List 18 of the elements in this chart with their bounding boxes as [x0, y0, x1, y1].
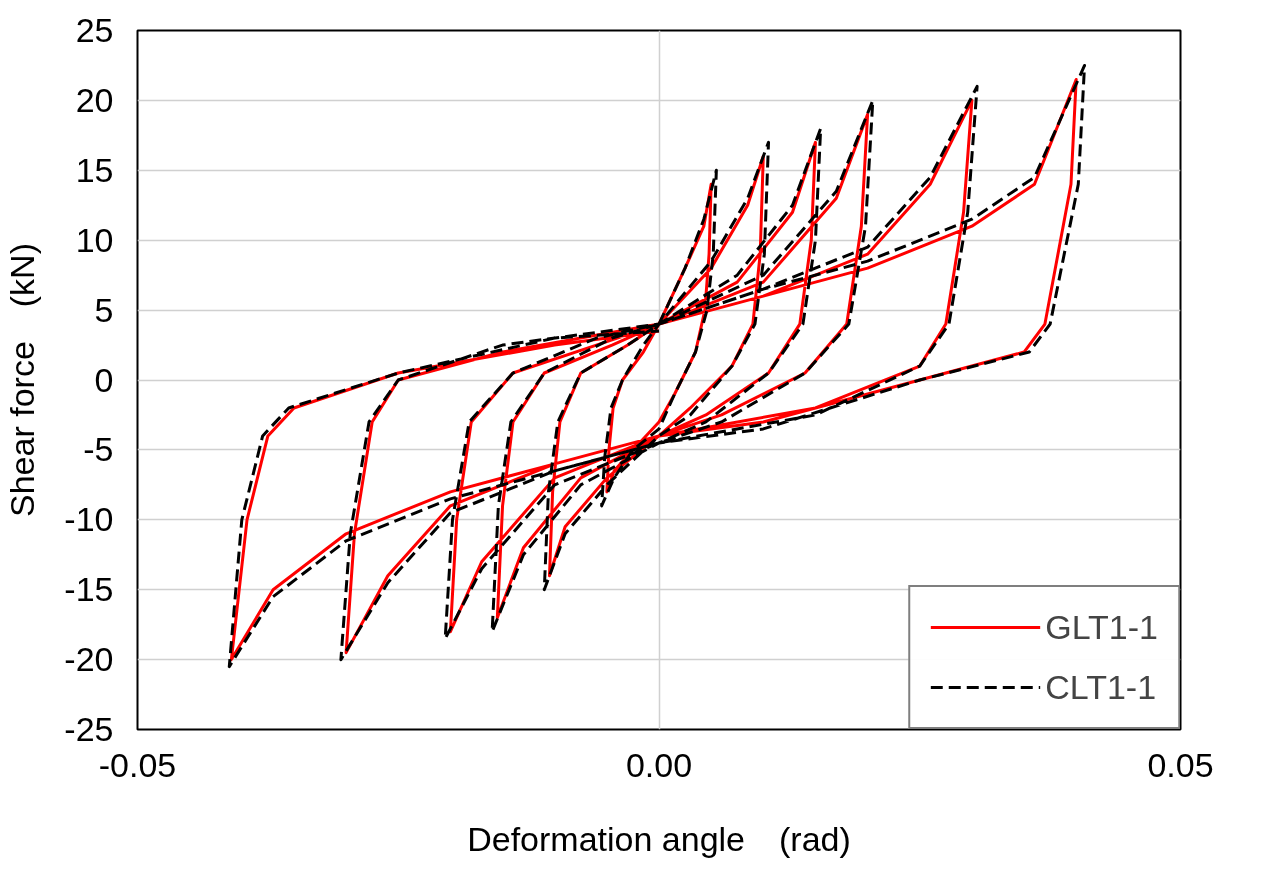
legend-label: GLT1-1: [1045, 607, 1158, 647]
y-axis-title: Shear force (kN): [3, 243, 42, 517]
y-tick-label: -5: [83, 430, 114, 469]
y-tick-label: 0: [94, 360, 114, 399]
legend-label: CLT1-1: [1045, 667, 1157, 707]
x-axis-title: Deformation angle (rad): [467, 819, 851, 858]
y-tick-label: -20: [64, 640, 114, 679]
y-tick-label: 5: [94, 290, 114, 329]
x-tick-label: 0.00: [625, 745, 693, 784]
y-tick-label: -25: [64, 710, 114, 748]
y-tick-label: 20: [75, 80, 114, 119]
y-tick-label: -10: [64, 500, 114, 539]
x-tick-label: -0.05: [98, 745, 177, 784]
y-tick-label: -15: [64, 570, 114, 609]
y-tick-label: 10: [75, 220, 114, 259]
y-tick-label: 15: [75, 150, 114, 189]
x-tick-label: 0.05: [1147, 745, 1214, 784]
y-tick-label: 25: [75, 11, 114, 49]
